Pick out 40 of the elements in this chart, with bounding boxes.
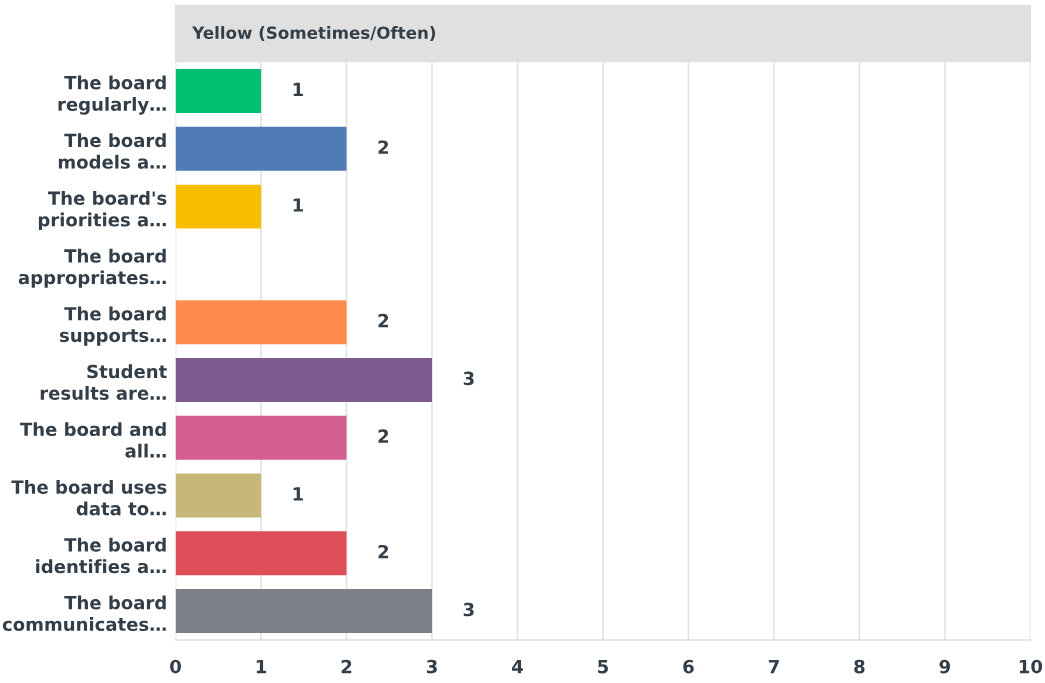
data-label: 3 bbox=[463, 371, 474, 386]
x-tick-label: 9 bbox=[939, 659, 951, 674]
bar bbox=[175, 184, 262, 229]
data-label: 2 bbox=[378, 313, 389, 328]
x-tick-label: 6 bbox=[683, 659, 694, 674]
data-label: 2 bbox=[378, 429, 389, 443]
y-tick-label: The board supports… bbox=[59, 306, 166, 346]
bar bbox=[175, 415, 347, 460]
y-tick-label: The board communicates… bbox=[2, 595, 166, 632]
bar bbox=[175, 473, 262, 518]
x-tick-label: 0 bbox=[170, 659, 181, 674]
x-tick-label: 4 bbox=[512, 659, 523, 674]
bar bbox=[175, 300, 347, 345]
x-tick-label: 7 bbox=[768, 659, 779, 674]
x-tick-label: 2 bbox=[341, 659, 352, 674]
chart-title: Yellow (Sometimes/Often) bbox=[192, 26, 436, 41]
y-tick-label: The board regularly… bbox=[58, 75, 166, 115]
x-tick-label: 10 bbox=[1019, 659, 1043, 674]
y-tick-label: The board appropriates… bbox=[18, 248, 166, 288]
y-tick-label: The board and all… bbox=[20, 422, 166, 458]
x-tick-label: 5 bbox=[598, 659, 608, 674]
x-tick-label: 1 bbox=[256, 659, 267, 674]
data-label: 1 bbox=[293, 198, 303, 212]
y-tick-label: The board's priorities a… bbox=[38, 191, 167, 231]
data-label: 1 bbox=[293, 82, 303, 97]
data-label: 3 bbox=[463, 602, 474, 617]
y-tick-label: The board models a… bbox=[58, 133, 166, 169]
bar bbox=[175, 126, 347, 171]
bar bbox=[175, 358, 432, 402]
bar bbox=[175, 69, 262, 113]
x-tick-label: 8 bbox=[854, 659, 865, 674]
bar bbox=[175, 589, 432, 634]
data-label: 2 bbox=[378, 544, 389, 559]
bar bbox=[175, 531, 347, 576]
y-tick-label: The board identifies a… bbox=[36, 537, 166, 574]
x-tick-label: 3 bbox=[426, 659, 437, 674]
data-label: 2 bbox=[378, 140, 389, 154]
y-tick-label: The board uses data to… bbox=[11, 479, 167, 516]
data-label: 1 bbox=[293, 487, 303, 501]
y-tick-label: Student results are… bbox=[40, 364, 167, 400]
